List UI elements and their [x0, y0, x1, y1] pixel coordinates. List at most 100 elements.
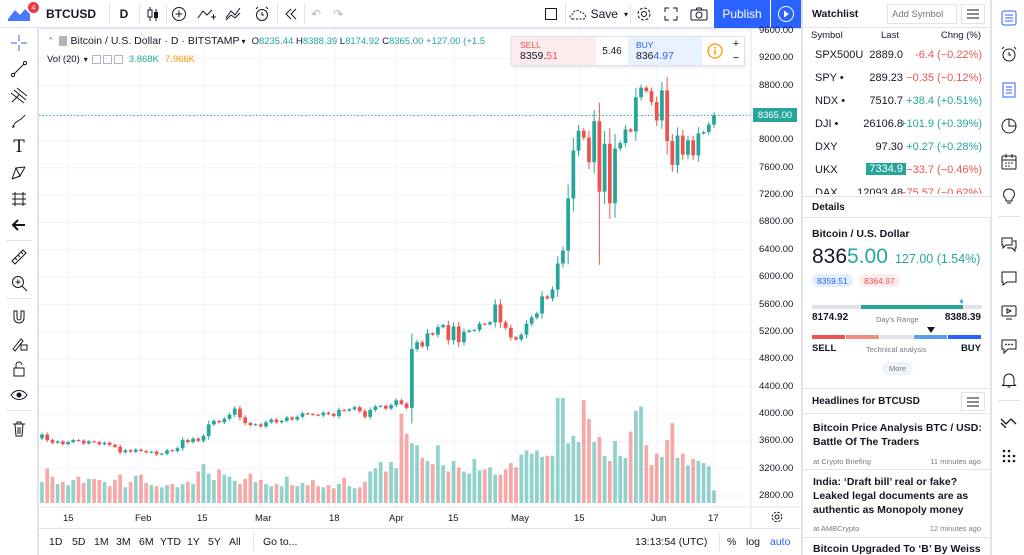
headline-text[interactable]: Bitcoin Upgraded To ‘B’ By Weiss	[813, 543, 981, 555]
column-last[interactable]: Last	[881, 30, 899, 41]
range-button-1m[interactable]: 1M	[94, 536, 109, 548]
measure-tool-button[interactable]	[5, 246, 33, 268]
brush-tool-button[interactable]	[5, 110, 33, 132]
stay-in-drawing-button[interactable]	[5, 332, 33, 354]
column-change[interactable]: Chng (%)	[940, 30, 981, 41]
collapse-legend-icon[interactable]: ⌃	[47, 35, 55, 46]
save-layout-button[interactable]: Save ▾	[568, 0, 628, 28]
watchlist-row[interactable]: DJI • 26106.8 +101.9 (+0.39%)	[803, 113, 991, 136]
goto-date-button[interactable]: Go to...	[263, 536, 298, 548]
chart-style-button[interactable]	[142, 0, 164, 28]
range-button-1d[interactable]: 1D	[49, 536, 63, 548]
stream-button[interactable]	[771, 0, 801, 28]
range-button-6m[interactable]: 6M	[139, 536, 154, 548]
zoom-tool-button[interactable]	[5, 272, 33, 294]
alerts-panel-button[interactable]	[997, 42, 1021, 66]
increase-quantity-button[interactable]: +	[728, 37, 744, 51]
pattern-tool-button[interactable]	[5, 162, 33, 184]
percent-scale-toggle[interactable]: %	[727, 536, 737, 548]
crosshair-tool-button[interactable]	[5, 32, 33, 54]
candle-body	[243, 417, 248, 423]
ideas-button[interactable]	[997, 184, 1021, 208]
series-legend[interactable]: ⌃ Bitcoin / U.S. Dollar · D · BITSTAMP ▾…	[47, 34, 485, 48]
notifications-button[interactable]	[997, 368, 1021, 392]
headline-text[interactable]: India: ‘Draft bill’ real or fake? Leaked…	[813, 476, 969, 516]
compare-button[interactable]	[222, 0, 248, 28]
auto-scale-toggle[interactable]: auto	[770, 536, 791, 548]
price-tick-label: 8800.00	[759, 79, 794, 91]
calendar-button[interactable]	[997, 150, 1021, 174]
volume-legend[interactable]: Vol (20) ▾ 3.868K 7.966K	[47, 52, 195, 66]
range-button-3m[interactable]: 3M	[116, 536, 131, 548]
hide-drawings-button[interactable]	[5, 384, 33, 406]
sell-button[interactable]: SELL 8359.51	[512, 37, 596, 65]
collapse-panel-button[interactable]	[997, 410, 1021, 434]
ta-label[interactable]: Technical analysis	[866, 345, 927, 354]
lock-drawings-button[interactable]	[5, 358, 33, 380]
watchlist-menu-button[interactable]	[961, 4, 985, 24]
chevron-down-icon[interactable]: ▾	[83, 54, 88, 64]
add-indicator-button[interactable]	[168, 0, 190, 28]
watchlist-panel-button[interactable]	[997, 6, 1021, 30]
replay-button[interactable]	[280, 0, 302, 28]
range-button-1y[interactable]: 1Y	[187, 536, 200, 548]
pitchfork-tool-button[interactable]	[5, 84, 33, 106]
symbol-search-button[interactable]: BTCUSD	[46, 7, 96, 21]
range-button-5y[interactable]: 5Y	[208, 536, 221, 548]
buy-button[interactable]: BUY 8364.97	[628, 37, 702, 65]
close-icon[interactable]	[113, 54, 123, 64]
hotlists-button[interactable]	[997, 114, 1021, 138]
fullscreen-toggle-button[interactable]	[540, 0, 562, 28]
logo-menu-button[interactable]: 4	[2, 0, 39, 28]
public-chats-button[interactable]	[997, 334, 1021, 358]
headlines-menu-button[interactable]	[961, 392, 985, 411]
utc-clock[interactable]: 13:13:54 (UTC)	[635, 536, 708, 548]
snapshot-button[interactable]	[687, 0, 711, 28]
watchlist-row[interactable]: DAX 12093.48 −75.57 (−0.62%)	[803, 182, 991, 194]
add-symbol-input[interactable]	[887, 4, 957, 24]
streams-button[interactable]	[997, 300, 1021, 324]
axis-settings-button[interactable]	[767, 509, 787, 525]
price-chart[interactable]	[39, 29, 801, 528]
fullscreen-button[interactable]	[660, 0, 682, 28]
remove-drawings-button[interactable]	[5, 418, 33, 440]
headline-text[interactable]: Bitcoin Price Analysis BTC / USD: Battle…	[813, 422, 982, 448]
log-scale-toggle[interactable]: log	[746, 536, 761, 548]
watchlist-row[interactable]: UKX 7334.9 −33.7 (−0.46%)	[803, 159, 991, 182]
range-button-ytd[interactable]: YTD	[160, 536, 181, 548]
settings-icon[interactable]	[102, 54, 112, 64]
more-widgets-button[interactable]	[997, 444, 1021, 468]
more-button[interactable]: More	[882, 362, 914, 375]
text-tool-button[interactable]: T	[5, 136, 33, 158]
prediction-tool-button[interactable]	[5, 188, 33, 210]
watchlist-row[interactable]: SPY • 289.23 −0.35 (−0.12%)	[803, 67, 991, 90]
range-button-5d[interactable]: 5D	[72, 536, 86, 548]
watchlist-row[interactable]: SPX500U 2889.0 -6.4 (−0.22%)	[803, 44, 991, 67]
trade-info-button[interactable]	[706, 42, 724, 60]
range-button-all[interactable]: All	[229, 536, 241, 548]
publish-button[interactable]: Publish	[714, 0, 770, 28]
interval-button[interactable]: D	[119, 7, 129, 21]
headline-item[interactable]: Bitcoin Upgraded To ‘B’ By Weiss	[803, 538, 991, 555]
eye-icon[interactable]	[91, 54, 101, 64]
watchlist-row[interactable]: NDX • 7510.7 +38.4 (+0.51%)	[803, 90, 991, 113]
messages-button[interactable]	[997, 266, 1021, 290]
redo-button[interactable]: ↷	[328, 0, 348, 28]
headline-item[interactable]: Bitcoin Price Analysis BTC / USD: Battle…	[803, 415, 991, 470]
chart-pane[interactable]: 9600.009200.008800.008400.008000.007600.…	[39, 25, 801, 535]
watchlist-row[interactable]: DXY 97.30 +0.27 (+0.28%)	[803, 136, 991, 159]
undo-button[interactable]: ↶	[306, 0, 326, 28]
data-window-button[interactable]	[997, 78, 1021, 102]
magnet-button[interactable]	[5, 306, 33, 328]
settings-button[interactable]	[633, 0, 655, 28]
column-symbol[interactable]: Symbol	[811, 30, 843, 41]
alert-button[interactable]	[250, 0, 274, 28]
candle-body	[628, 129, 633, 132]
decrease-quantity-button[interactable]: −	[728, 51, 744, 65]
chats-button[interactable]	[997, 232, 1021, 256]
headline-item[interactable]: India: ‘Draft bill’ real or fake? Leaked…	[803, 470, 991, 538]
back-arrow-button[interactable]	[5, 214, 33, 236]
indicators-button[interactable]	[194, 0, 220, 28]
chevron-down-icon[interactable]: ▾	[241, 36, 246, 46]
trendline-tool-button[interactable]	[5, 58, 33, 80]
